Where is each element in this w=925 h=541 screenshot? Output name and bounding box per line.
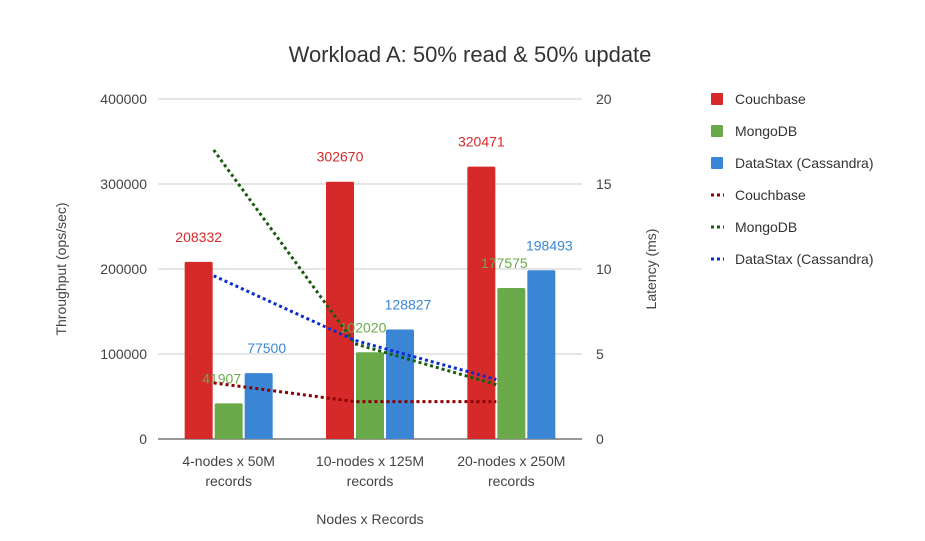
legend-label: Couchbase bbox=[735, 91, 806, 107]
legend: Couchbase MongoDB DataStax (Cassandra) Couc… bbox=[711, 91, 874, 267]
data-label: 41907 bbox=[202, 370, 241, 386]
y-left-tick-label: 300000 bbox=[100, 176, 147, 192]
y-right-tick-label: 15 bbox=[596, 176, 612, 192]
x-tick-label: records bbox=[347, 473, 394, 489]
data-label: 177575 bbox=[481, 255, 528, 271]
legend-swatch bbox=[711, 93, 723, 105]
bar-mongodb bbox=[214, 403, 243, 439]
legend-label: Couchbase bbox=[735, 187, 806, 203]
y-right-tick-label: 5 bbox=[596, 346, 604, 362]
bar-labels: 208332 302670 320471 41907 102020 177575 77500… bbox=[175, 134, 573, 387]
y-right-tick-label: 20 bbox=[596, 91, 612, 107]
x-axis-ticks: 4-nodes x 50M records 10-nodes x 125M recor… bbox=[182, 453, 565, 489]
left-axis-ticks: 0 100000 200000 300000 400000 bbox=[100, 91, 147, 447]
y-axis-right-label: Latency (ms) bbox=[643, 229, 659, 310]
legend-swatch bbox=[711, 157, 723, 169]
legend-label: DataStax (Cassandra) bbox=[735, 155, 874, 171]
legend-label: DataStax (Cassandra) bbox=[735, 251, 874, 267]
y-right-tick-label: 0 bbox=[596, 431, 604, 447]
y-left-tick-label: 0 bbox=[139, 431, 147, 447]
data-label: 102020 bbox=[340, 319, 387, 335]
x-tick-label: 4-nodes x 50M bbox=[182, 453, 275, 469]
y-right-tick-label: 10 bbox=[596, 261, 612, 277]
latency-lines bbox=[212, 149, 497, 404]
right-axis-ticks: 0 5 10 15 20 bbox=[596, 91, 612, 447]
legend-swatch bbox=[711, 125, 723, 137]
latency-line-couchbase bbox=[213, 381, 497, 404]
bar-mongodb bbox=[356, 352, 384, 439]
y-left-tick-label: 200000 bbox=[100, 261, 147, 277]
latency-line-mongodb bbox=[212, 149, 497, 387]
bar-couchbase bbox=[184, 261, 213, 439]
bar-couchbase bbox=[467, 166, 496, 439]
data-label: 208332 bbox=[175, 229, 222, 245]
bar-couchbase bbox=[326, 181, 354, 439]
y-left-tick-label: 100000 bbox=[100, 346, 147, 362]
chart-title: Workload A: 50% read & 50% update bbox=[289, 42, 652, 67]
bar-datastax bbox=[386, 329, 414, 439]
y-axis-left-label: Throughput (ops/sec) bbox=[53, 202, 69, 335]
data-label: 302670 bbox=[317, 149, 364, 165]
data-label: 320471 bbox=[458, 134, 505, 150]
bar-mongodb bbox=[497, 288, 526, 439]
x-tick-label: records bbox=[488, 473, 535, 489]
x-tick-label: 20-nodes x 250M bbox=[457, 453, 565, 469]
bars bbox=[184, 166, 556, 439]
x-tick-label: 10-nodes x 125M bbox=[316, 453, 424, 469]
y-left-tick-label: 400000 bbox=[100, 91, 147, 107]
legend-label: MongoDB bbox=[735, 123, 797, 139]
data-label: 128827 bbox=[385, 296, 432, 312]
x-axis-label: Nodes x Records bbox=[316, 511, 423, 527]
latency-line-datastax bbox=[213, 274, 497, 381]
legend-label: MongoDB bbox=[735, 219, 797, 235]
bar-datastax bbox=[244, 373, 273, 439]
data-label: 198493 bbox=[526, 237, 573, 253]
data-label: 77500 bbox=[247, 340, 286, 356]
x-tick-label: records bbox=[205, 473, 252, 489]
bar-datastax bbox=[527, 270, 556, 439]
